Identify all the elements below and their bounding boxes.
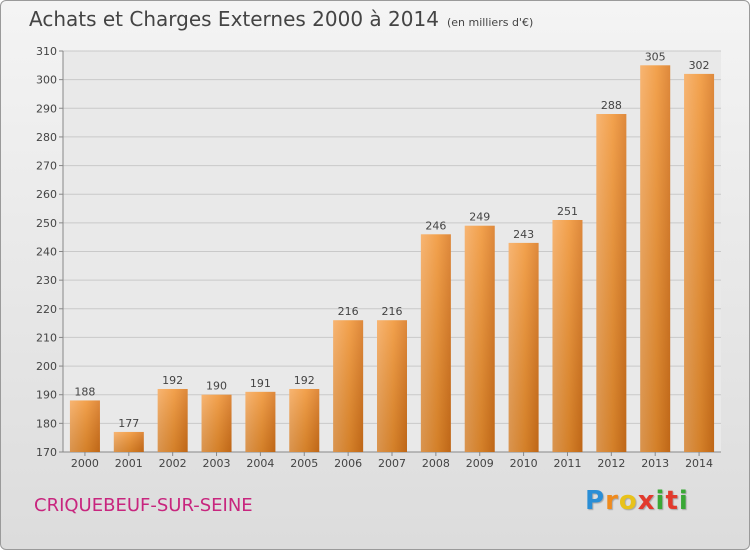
y-tick-label: 260 <box>36 188 57 201</box>
logo-letter: i <box>678 486 689 516</box>
bar-value-label: 191 <box>250 377 271 390</box>
bar-value-label: 188 <box>74 385 95 398</box>
y-tick-label: 200 <box>36 360 57 373</box>
bar-value-label: 305 <box>645 50 666 63</box>
bar-value-label: 288 <box>601 99 622 112</box>
y-tick-label: 180 <box>36 417 57 430</box>
y-tick-label: 310 <box>36 45 57 58</box>
logo-letter: o <box>618 486 638 516</box>
logo-letter: P <box>585 486 606 516</box>
bar-value-label: 302 <box>689 59 710 72</box>
bar-shade <box>420 234 451 452</box>
bar-value-label: 243 <box>513 228 534 241</box>
bar-shade <box>157 388 188 452</box>
logo-letter: i <box>655 486 666 516</box>
logo-letter: x <box>637 486 656 516</box>
x-tick-label: 2011 <box>553 457 581 470</box>
bar-shade <box>640 65 671 453</box>
y-tick-label: 190 <box>36 389 57 402</box>
x-tick-label: 2000 <box>71 457 99 470</box>
x-tick-label: 2005 <box>290 457 318 470</box>
proxiti-logo: Proxiti <box>585 486 689 516</box>
y-tick-label: 240 <box>36 246 57 259</box>
bar-shade <box>684 73 715 453</box>
chart-title-text: Achats et Charges Externes 2000 à 2014 <box>29 7 439 31</box>
bar-shade <box>377 320 407 452</box>
bar-value-label: 216 <box>382 305 403 318</box>
bar-value-label: 177 <box>118 417 139 430</box>
bar-shade <box>245 391 276 452</box>
bar-value-label: 190 <box>206 380 227 393</box>
y-tick-label: 270 <box>36 160 57 173</box>
y-tick-label: 210 <box>36 331 57 344</box>
bar-shade <box>464 225 495 452</box>
y-tick-label: 170 <box>36 446 57 459</box>
x-tick-label: 2010 <box>510 457 538 470</box>
bar-shade <box>69 400 100 452</box>
bar-value-label: 192 <box>294 374 315 387</box>
x-tick-label: 2006 <box>334 457 362 470</box>
x-tick-label: 2012 <box>597 457 625 470</box>
bar-shade <box>333 320 364 452</box>
x-tick-label: 2001 <box>115 457 143 470</box>
x-tick-label: 2003 <box>203 457 231 470</box>
chart-unit: (en milliers d'€) <box>446 16 534 29</box>
bar-value-label: 216 <box>338 305 359 318</box>
y-tick-label: 250 <box>36 217 57 230</box>
x-tick-label: 2009 <box>466 457 494 470</box>
y-tick-label: 230 <box>36 274 57 287</box>
bar-shade <box>596 114 627 452</box>
x-tick-label: 2014 <box>685 457 713 470</box>
bar-value-label: 192 <box>162 374 183 387</box>
bar-value-label: 249 <box>469 211 490 224</box>
bar-value-label: 246 <box>425 219 446 232</box>
chart-title: Achats et Charges Externes 2000 à 2014 (e… <box>29 7 533 31</box>
bar-value-label: 251 <box>557 205 578 218</box>
x-tick-label: 2008 <box>422 457 450 470</box>
bar-shade <box>289 388 320 452</box>
bar-shade <box>552 219 583 452</box>
x-tick-label: 2004 <box>246 457 274 470</box>
x-tick-label: 2007 <box>378 457 406 470</box>
logo-letter: r <box>605 486 619 516</box>
bar-shade <box>201 394 232 452</box>
y-tick-label: 290 <box>36 102 57 115</box>
y-tick-label: 300 <box>36 74 57 87</box>
logo-letter: t <box>665 486 679 516</box>
x-tick-label: 2002 <box>159 457 187 470</box>
labels: 170 180 190 200 210 220 230 240 250 260 270 280 290 3… <box>36 45 713 470</box>
x-tick-label: 2013 <box>641 457 669 470</box>
y-tick-label: 220 <box>36 303 57 316</box>
y-tick-label: 280 <box>36 131 57 144</box>
bars <box>69 65 715 453</box>
commune-name: CRIQUEBEUF-SUR-SEINE <box>34 495 253 516</box>
bar-shade <box>508 242 539 452</box>
bar-shade <box>113 431 144 452</box>
